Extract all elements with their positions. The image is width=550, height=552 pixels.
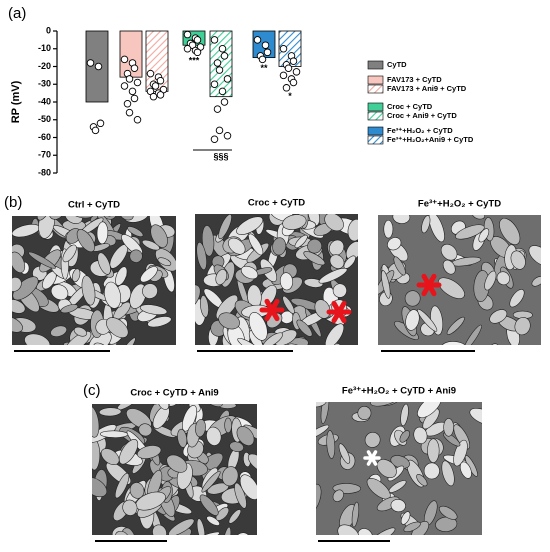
data-point xyxy=(292,68,301,76)
data-point xyxy=(253,36,262,44)
panel-label: (c) xyxy=(83,382,101,399)
micrograph xyxy=(92,404,257,535)
data-point xyxy=(279,45,288,53)
data-point xyxy=(130,64,139,73)
data-point xyxy=(193,36,202,44)
data-point xyxy=(151,82,160,90)
data-point xyxy=(215,126,224,135)
micrograph xyxy=(378,215,541,345)
data-point xyxy=(258,55,267,64)
image-title: Ctrl + CyTD xyxy=(68,200,120,211)
panel-label: (b) xyxy=(4,194,22,211)
data-point xyxy=(125,75,134,83)
asterisk xyxy=(259,298,285,322)
data-point xyxy=(279,71,288,80)
y-tick-label: -40 xyxy=(38,96,51,106)
data-point xyxy=(94,62,103,71)
legend-swatch xyxy=(367,135,384,145)
asterisk xyxy=(363,450,381,466)
legend-label: FAV173 + Ani9 + CyTD xyxy=(387,84,467,93)
data-point xyxy=(133,115,142,124)
legend-swatch xyxy=(367,60,384,70)
legend-label: CyTD xyxy=(387,60,407,69)
data-point xyxy=(263,48,272,57)
data-point xyxy=(261,41,270,49)
data-point xyxy=(220,98,229,106)
significance-mark: §§§ xyxy=(213,151,228,161)
y-tick-label: 0 xyxy=(46,25,51,35)
bar xyxy=(145,30,169,92)
legend-label: FAV173 + CyTD xyxy=(387,75,442,84)
data-point xyxy=(133,78,142,87)
micrograph xyxy=(316,402,482,535)
legend-swatch xyxy=(367,84,384,94)
legend-label: Croc + Ani9 + CyTD xyxy=(387,111,457,120)
image-title: Fe³⁺+H₂O₂ + CyTD xyxy=(418,199,501,210)
bar xyxy=(119,30,143,78)
y-tick-label: -60 xyxy=(38,132,51,142)
data-point xyxy=(96,119,105,128)
data-point xyxy=(130,94,139,103)
data-point xyxy=(156,91,165,99)
legend-swatch xyxy=(367,111,384,121)
data-point xyxy=(223,131,232,140)
image-title: Croc + CyTD + Ani9 xyxy=(130,388,218,399)
image-title: Fe³⁺+H₂O₂ + CyTD + Ani9 xyxy=(342,386,456,397)
data-point xyxy=(282,84,291,92)
legend-swatch xyxy=(367,102,384,112)
legend-label: Fe³⁺+H₂O₂+Ani9 + CyTD xyxy=(387,135,474,144)
y-tick-label: -10 xyxy=(38,43,51,53)
y-tick-label: -20 xyxy=(38,61,51,71)
micrograph xyxy=(195,214,358,345)
data-point xyxy=(183,45,192,53)
data-point xyxy=(289,57,298,65)
data-point xyxy=(123,100,132,108)
data-point xyxy=(149,92,158,101)
significance-mark: ** xyxy=(260,63,268,73)
data-point xyxy=(156,76,165,85)
significance-mark: *** xyxy=(189,56,200,66)
data-point xyxy=(125,108,134,117)
panel-label: (a) xyxy=(8,5,26,22)
data-point xyxy=(215,66,224,74)
data-point xyxy=(213,59,222,67)
y-tick-label: -50 xyxy=(38,114,51,124)
data-point xyxy=(183,30,192,39)
legend-label: Croc + CyTD xyxy=(387,102,433,111)
data-point xyxy=(210,80,219,88)
data-point xyxy=(91,126,100,135)
data-point xyxy=(146,69,155,78)
micrograph xyxy=(12,216,176,345)
data-point xyxy=(223,75,232,83)
significance-mark: * xyxy=(288,91,292,101)
data-point xyxy=(284,64,293,73)
legend-swatch xyxy=(367,126,384,136)
y-axis-label: RP (mV) xyxy=(10,80,22,123)
data-point xyxy=(213,105,222,113)
asterisk xyxy=(326,300,352,324)
data-point xyxy=(128,87,137,96)
data-point xyxy=(120,82,129,90)
data-point xyxy=(220,52,229,60)
data-point xyxy=(86,59,95,67)
data-point xyxy=(120,55,129,64)
image-title: Croc + CyTD xyxy=(248,198,305,209)
data-point xyxy=(218,45,227,53)
data-point xyxy=(210,36,219,44)
legend-swatch xyxy=(367,75,384,85)
asterisk xyxy=(416,273,442,297)
y-tick-label: -30 xyxy=(38,79,51,89)
data-point xyxy=(210,135,219,144)
y-tick-label: -70 xyxy=(38,150,51,160)
data-point xyxy=(193,48,202,57)
legend-label: Fe³⁺+H₂O₂ + CyTD xyxy=(387,126,453,135)
data-point xyxy=(218,87,227,96)
data-point xyxy=(289,78,298,87)
y-tick-label: -80 xyxy=(38,167,51,177)
